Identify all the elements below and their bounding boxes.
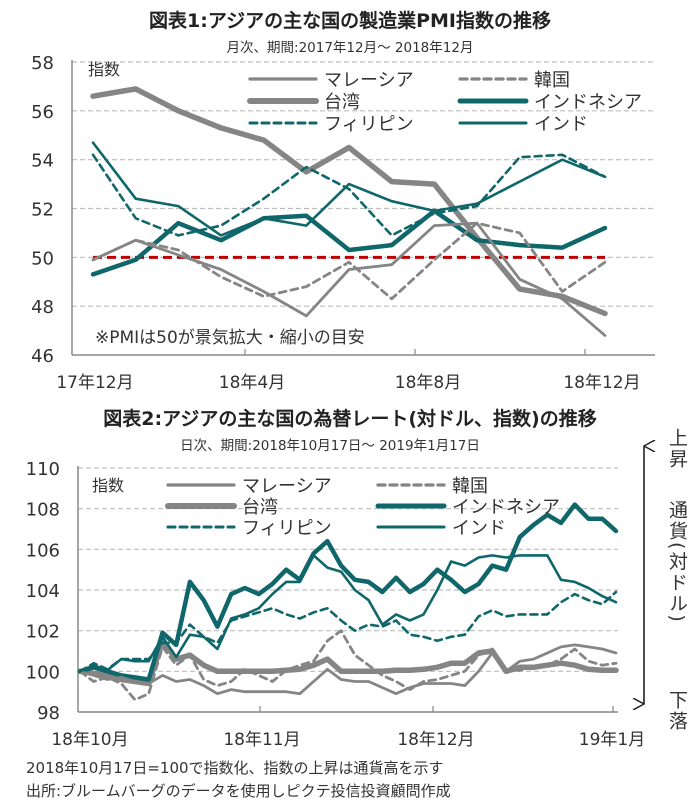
- side-label-down: 下落: [666, 690, 688, 732]
- y-axis-label: 指数: [88, 60, 120, 79]
- legend-label: 台湾: [242, 497, 278, 518]
- y-tick-label: 110: [26, 459, 60, 480]
- legend-label: フィリピン: [242, 518, 332, 539]
- y-tick-label: 104: [26, 581, 60, 602]
- x-tick-label: 18年8月: [395, 373, 461, 393]
- y-axis-label: 指数: [92, 476, 124, 495]
- side-label-up: 上昇: [666, 428, 688, 470]
- legend-label: インド: [452, 518, 506, 539]
- x-tick-label: 18年12月: [563, 373, 640, 393]
- chart2: 98 100 102 104 106 108 110 18年10月 18年11月 18年12月 19…: [26, 459, 646, 750]
- series-line-1: [78, 629, 618, 702]
- chart2-subtitle: 日次、期間:2018年10月17日〜 2019年1月17日: [180, 438, 480, 454]
- chart-annotation: ※PMIは50が景気拡大・縮小の目安: [95, 328, 365, 348]
- series-line-2: [90, 86, 608, 317]
- x-tick-label: 18年10月: [51, 730, 128, 750]
- y-tick-label: 56: [31, 102, 54, 123]
- y-tick-label: 48: [31, 297, 54, 318]
- series-line-4: [78, 590, 618, 673]
- series-line-1: [91, 221, 607, 301]
- legend-label: インド: [534, 114, 588, 135]
- legend-label: インドネシア: [452, 497, 560, 518]
- series-line-5: [78, 554, 618, 673]
- chart1-subtitle: 月次、期間:2017年12月〜 2018年12月: [226, 40, 474, 56]
- series-line-0: [78, 643, 618, 696]
- x-tick-label: 18年11月: [223, 730, 300, 750]
- series-line-0: [91, 221, 607, 337]
- y-tick-label: 50: [31, 248, 54, 269]
- series-line-3: [90, 208, 608, 277]
- y-tick-label: 46: [31, 346, 54, 367]
- chart1-title: 図表1:アジアの主な国の製造業PMI指数の推移: [149, 10, 551, 32]
- legend-label: マレーシア: [324, 70, 414, 91]
- x-tick-label: 19年1月: [579, 730, 645, 750]
- footnote-source: 出所:ブルームバーグのデータを使用しピクテ投信投資顧問作成: [26, 782, 451, 800]
- x-tick-label: 18年4月: [219, 373, 285, 393]
- y-tick-label: 102: [26, 622, 60, 643]
- legend-label: 韓国: [452, 476, 488, 497]
- side-label-currency: 通貨(対ドル): [666, 500, 688, 624]
- series-line-5: [91, 141, 607, 237]
- y-tick-label: 58: [31, 53, 54, 74]
- legend-label: 韓国: [534, 70, 570, 91]
- series-line-2: [77, 638, 619, 687]
- x-tick-label: 17年12月: [56, 373, 133, 393]
- legend-label: マレーシア: [242, 476, 332, 497]
- series-line-4: [91, 153, 607, 237]
- footnote-index: 2018年10月17日=100で指数化、指数の上昇は通貨高を示す: [26, 759, 444, 777]
- y-tick-label: 108: [26, 500, 60, 521]
- series-line-3: [77, 502, 619, 682]
- y-tick-label: 106: [26, 540, 60, 561]
- chart1: 46 48 50 52 54 56 58 17年12月 18年4月 18年8月 18年12月 指数マレ…: [31, 53, 655, 393]
- y-tick-label: 52: [31, 200, 54, 221]
- y-tick-label: 100: [26, 662, 60, 683]
- y-tick-label: 54: [31, 151, 54, 172]
- legend-label: インドネシア: [534, 92, 642, 113]
- legend-label: フィリピン: [324, 114, 414, 135]
- x-tick-label: 18年12月: [397, 730, 474, 750]
- legend-label: 台湾: [324, 92, 360, 113]
- y-tick-label: 98: [37, 703, 60, 724]
- chart2-title: 図表2:アジアの主な国の為替レート(対ドル、指数)の推移: [103, 408, 597, 430]
